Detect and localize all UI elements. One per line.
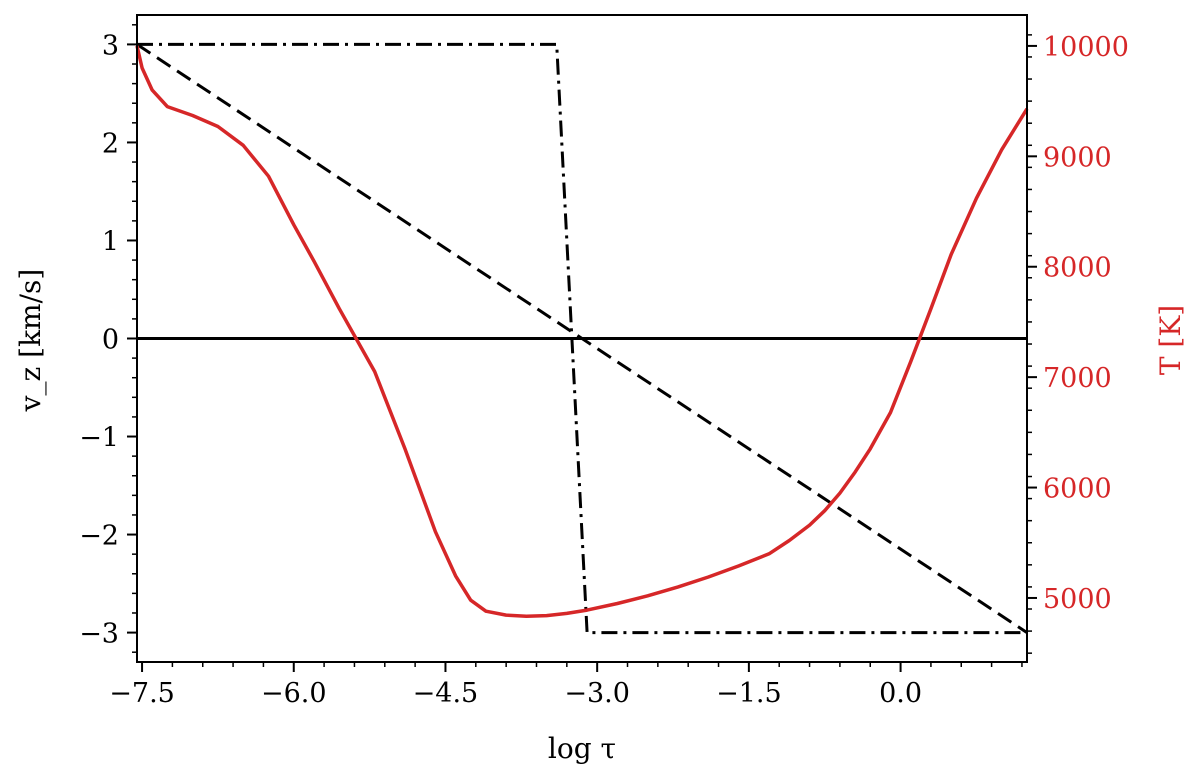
y-left-tick-label: 0 [102, 325, 119, 356]
x-tick-label: −1.5 [716, 678, 782, 709]
ticks-layer: −7.5 −6.0 −4.5 −3.0 −1.5 0.0 −3 −2 −1 0 1 2 3 5000 600… [79, 24, 1129, 709]
temperature-line [135, 45, 1029, 618]
series-layer [135, 42, 1029, 635]
x-axis-label: log τ [548, 732, 616, 765]
y-left-tick-label: 3 [102, 30, 119, 61]
y-right-tick-label: 7000 [1043, 363, 1112, 394]
x-tick-label: −7.5 [109, 678, 175, 709]
x-tick-label: −4.5 [413, 678, 479, 709]
y-right-tick-label: 9000 [1043, 142, 1112, 173]
y-right-tick-label: 10000 [1043, 32, 1129, 63]
dashdot-velocity-line [137, 42, 1027, 635]
y-right-tick-label: 8000 [1043, 253, 1112, 284]
y-left-tick-label: −2 [79, 521, 119, 552]
dashed-velocity-line [136, 43, 1028, 634]
y-right-tick-label: 5000 [1043, 584, 1112, 615]
y-left-tick-label: −1 [79, 423, 119, 454]
x-tick-label: −3.0 [564, 678, 630, 709]
y-right-axis-label: T [K] [1154, 305, 1187, 375]
y-left-tick-label: 1 [102, 226, 119, 257]
x-tick-label: −6.0 [261, 678, 327, 709]
x-tick-label: 0.0 [879, 678, 922, 709]
y-left-tick-label: 2 [102, 128, 119, 159]
y-left-axis-label: v_z [km/s] [14, 269, 47, 413]
y-left-tick-label: −3 [79, 619, 119, 650]
y-right-tick-label: 6000 [1043, 474, 1112, 505]
